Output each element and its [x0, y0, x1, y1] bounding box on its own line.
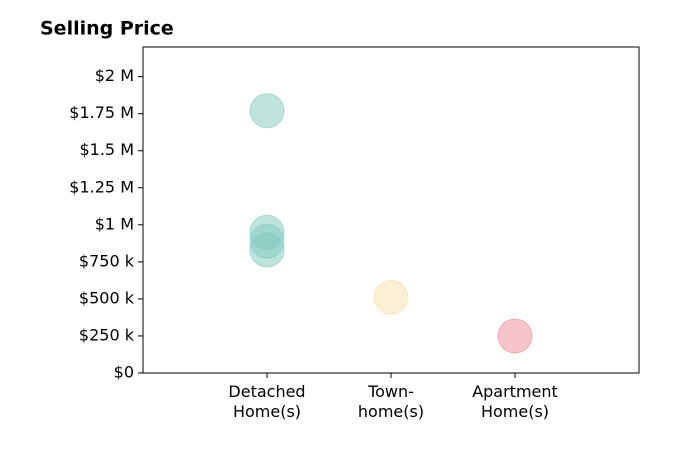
x-tick-label: Town-home(s) — [358, 382, 424, 421]
y-tick-label: $1 M — [95, 214, 134, 233]
y-tick-label: $2 M — [95, 66, 134, 85]
y-tick-label: $1.25 M — [69, 177, 134, 196]
y-tick-label: $1.75 M — [69, 103, 134, 122]
x-tick-label: Apartment Home(s) — [472, 382, 558, 421]
y-tick-label: $1.5 M — [79, 140, 134, 159]
y-tick-label: $250 k — [79, 325, 135, 344]
y-tick-label: $500 k — [79, 288, 135, 307]
chart-title: Selling Price — [40, 18, 174, 40]
x-tick-label: Detached Home(s) — [228, 382, 305, 421]
point — [249, 93, 285, 129]
plot-frame — [142, 46, 640, 374]
point — [497, 318, 533, 354]
y-tick-label: $750 k — [79, 251, 135, 270]
y-tick-label: $0 — [114, 363, 134, 382]
point — [249, 232, 285, 268]
point — [373, 279, 409, 315]
